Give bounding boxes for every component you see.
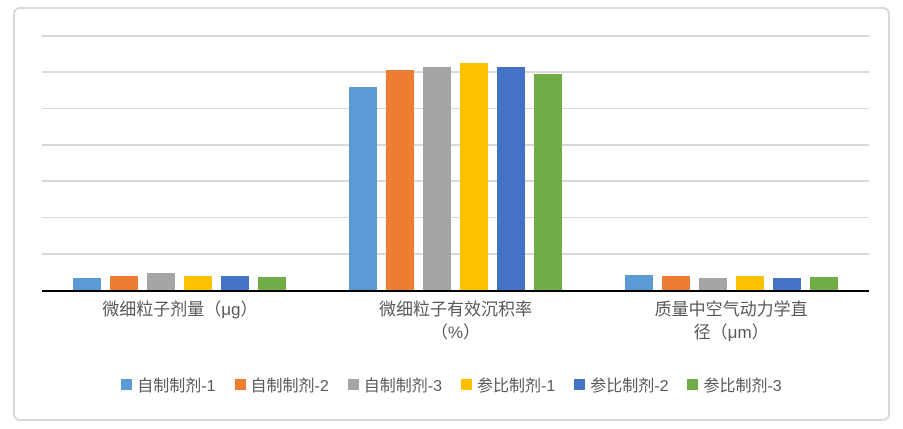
category-label: 微细粒子剂量（μg） <box>102 300 258 319</box>
legend: 自制制剂-1 自制制剂-2 自制制剂-3 参比制剂-1 参比制剂-2 参比制剂-3 <box>15 372 888 396</box>
bar-参比制剂-1-cat2 <box>460 63 488 290</box>
legend-label: 参比制剂-1 <box>477 378 556 395</box>
bar-自制制剂-2-cat1 <box>110 275 139 290</box>
legend-swatch-icon <box>121 378 133 390</box>
bar-自制制剂-3-cat1 <box>147 272 176 290</box>
legend-swatch-icon <box>234 378 246 390</box>
gridline <box>42 71 869 73</box>
gridline <box>42 107 869 110</box>
bar-参比制剂-2-cat2 <box>497 67 525 290</box>
gridline <box>42 253 869 255</box>
legend-item-自制制剂-1: 自制制剂-1 <box>121 372 216 396</box>
gridline <box>42 144 869 146</box>
gridline <box>42 35 869 37</box>
category-label: 质量中空气动力学直径（μm） <box>654 300 808 342</box>
legend-swatch-icon <box>574 378 586 390</box>
legend-item-参比制剂-2: 参比制剂-2 <box>574 372 668 396</box>
legend-label: 自制制剂-1 <box>137 378 216 395</box>
bar-自制制剂-2-cat2 <box>386 69 414 290</box>
chart-frame: 微细粒子剂量（μg） 微细粒子有效沉积率 （%） 质量中空气动力学直径（μm） 自制… <box>13 7 890 421</box>
legend-label: 参比制剂-2 <box>590 378 669 395</box>
bar-自制制剂-2-cat3 <box>661 276 690 290</box>
bar-参比制剂-1-cat3 <box>735 276 764 290</box>
legend-label: 自制制剂-2 <box>250 378 329 395</box>
gridline <box>42 216 869 219</box>
bar-参比制剂-3-cat2 <box>534 73 562 290</box>
legend-item-参比制剂-3: 参比制剂-3 <box>687 372 782 396</box>
legend-label: 参比制剂-3 <box>703 378 782 395</box>
legend-item-自制制剂-3: 自制制剂-3 <box>347 372 442 396</box>
category-label: 微细粒子有效沉积率 （%） <box>379 300 532 342</box>
bar-自制制剂-1-cat1 <box>73 277 102 290</box>
bar-自制制剂-1-cat3 <box>624 275 653 290</box>
bar-自制制剂-1-cat2 <box>349 87 377 290</box>
bar-参比制剂-1-cat1 <box>184 275 213 290</box>
legend-item-参比制剂-1: 参比制剂-1 <box>461 372 555 396</box>
legend-swatch-icon <box>461 378 472 390</box>
legend-swatch-icon <box>347 378 359 390</box>
bar-参比制剂-2-cat1 <box>221 275 250 290</box>
legend-swatch-icon <box>687 378 699 390</box>
bar-参比制剂-3-cat1 <box>258 276 287 290</box>
legend-label: 自制制剂-3 <box>363 378 442 395</box>
gridline <box>42 180 869 182</box>
bar-参比制剂-3-cat3 <box>809 277 838 290</box>
plot-area <box>42 35 869 290</box>
x-axis-line <box>42 289 869 292</box>
bar-参比制剂-2-cat3 <box>772 277 801 290</box>
bar-自制制剂-3-cat3 <box>698 277 727 290</box>
legend-item-自制制剂-2: 自制制剂-2 <box>234 372 329 396</box>
bar-自制制剂-3-cat2 <box>423 67 451 290</box>
